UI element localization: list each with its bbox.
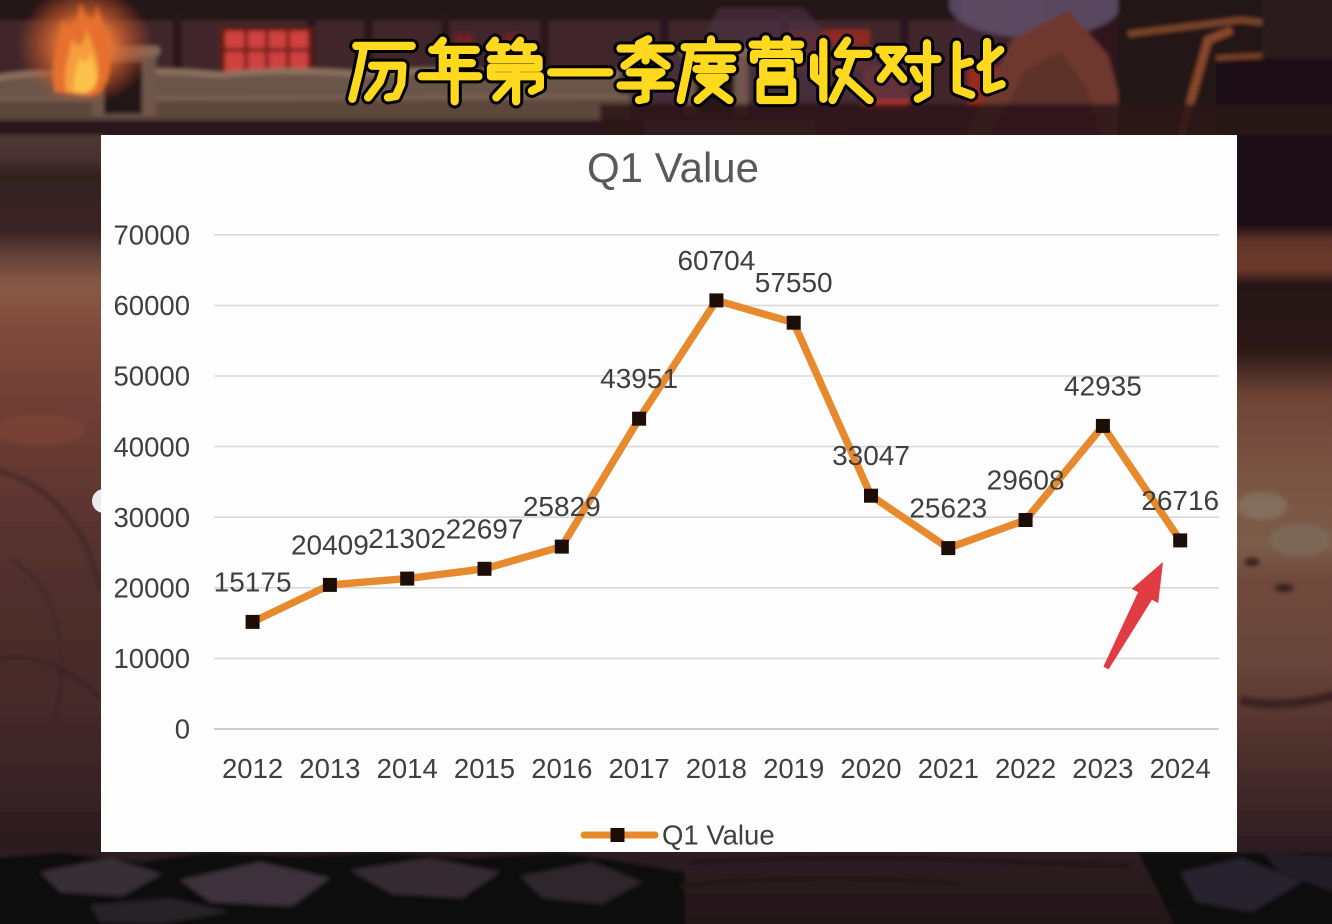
svg-text:25829: 25829 (523, 491, 601, 522)
svg-text:25623: 25623 (909, 493, 987, 524)
svg-text:2019: 2019 (763, 753, 824, 784)
svg-text:33047: 33047 (832, 440, 910, 471)
svg-text:0: 0 (175, 714, 190, 745)
svg-text:10000: 10000 (114, 643, 190, 674)
svg-text:29608: 29608 (987, 465, 1065, 496)
svg-text:2016: 2016 (531, 753, 592, 784)
svg-text:2012: 2012 (222, 753, 283, 784)
svg-text:42935: 42935 (1064, 370, 1142, 401)
svg-text:50000: 50000 (114, 361, 190, 392)
svg-text:20409: 20409 (291, 529, 369, 560)
svg-text:40000: 40000 (114, 431, 190, 462)
svg-text:60704: 60704 (677, 245, 755, 276)
svg-text:43951: 43951 (600, 363, 678, 394)
svg-text:21302: 21302 (368, 523, 446, 554)
svg-text:2014: 2014 (377, 753, 438, 784)
svg-text:2023: 2023 (1072, 753, 1133, 784)
svg-text:20000: 20000 (114, 573, 190, 604)
svg-text:30000: 30000 (114, 502, 190, 533)
svg-text:Q1 Value: Q1 Value (587, 144, 759, 191)
svg-text:2020: 2020 (840, 753, 901, 784)
svg-text:2024: 2024 (1150, 753, 1211, 784)
svg-text:60000: 60000 (114, 290, 190, 321)
svg-text:2013: 2013 (299, 753, 360, 784)
svg-text:15175: 15175 (214, 566, 292, 597)
svg-text:2015: 2015 (454, 753, 515, 784)
svg-text:2018: 2018 (686, 753, 747, 784)
svg-text:57550: 57550 (755, 267, 833, 298)
svg-text:2022: 2022 (995, 753, 1056, 784)
svg-text:2017: 2017 (609, 753, 670, 784)
svg-text:26716: 26716 (1141, 485, 1219, 516)
svg-text:2021: 2021 (918, 753, 979, 784)
svg-text:70000: 70000 (114, 220, 190, 251)
svg-text:22697: 22697 (446, 513, 524, 544)
svg-text:Q1 Value: Q1 Value (662, 820, 775, 851)
